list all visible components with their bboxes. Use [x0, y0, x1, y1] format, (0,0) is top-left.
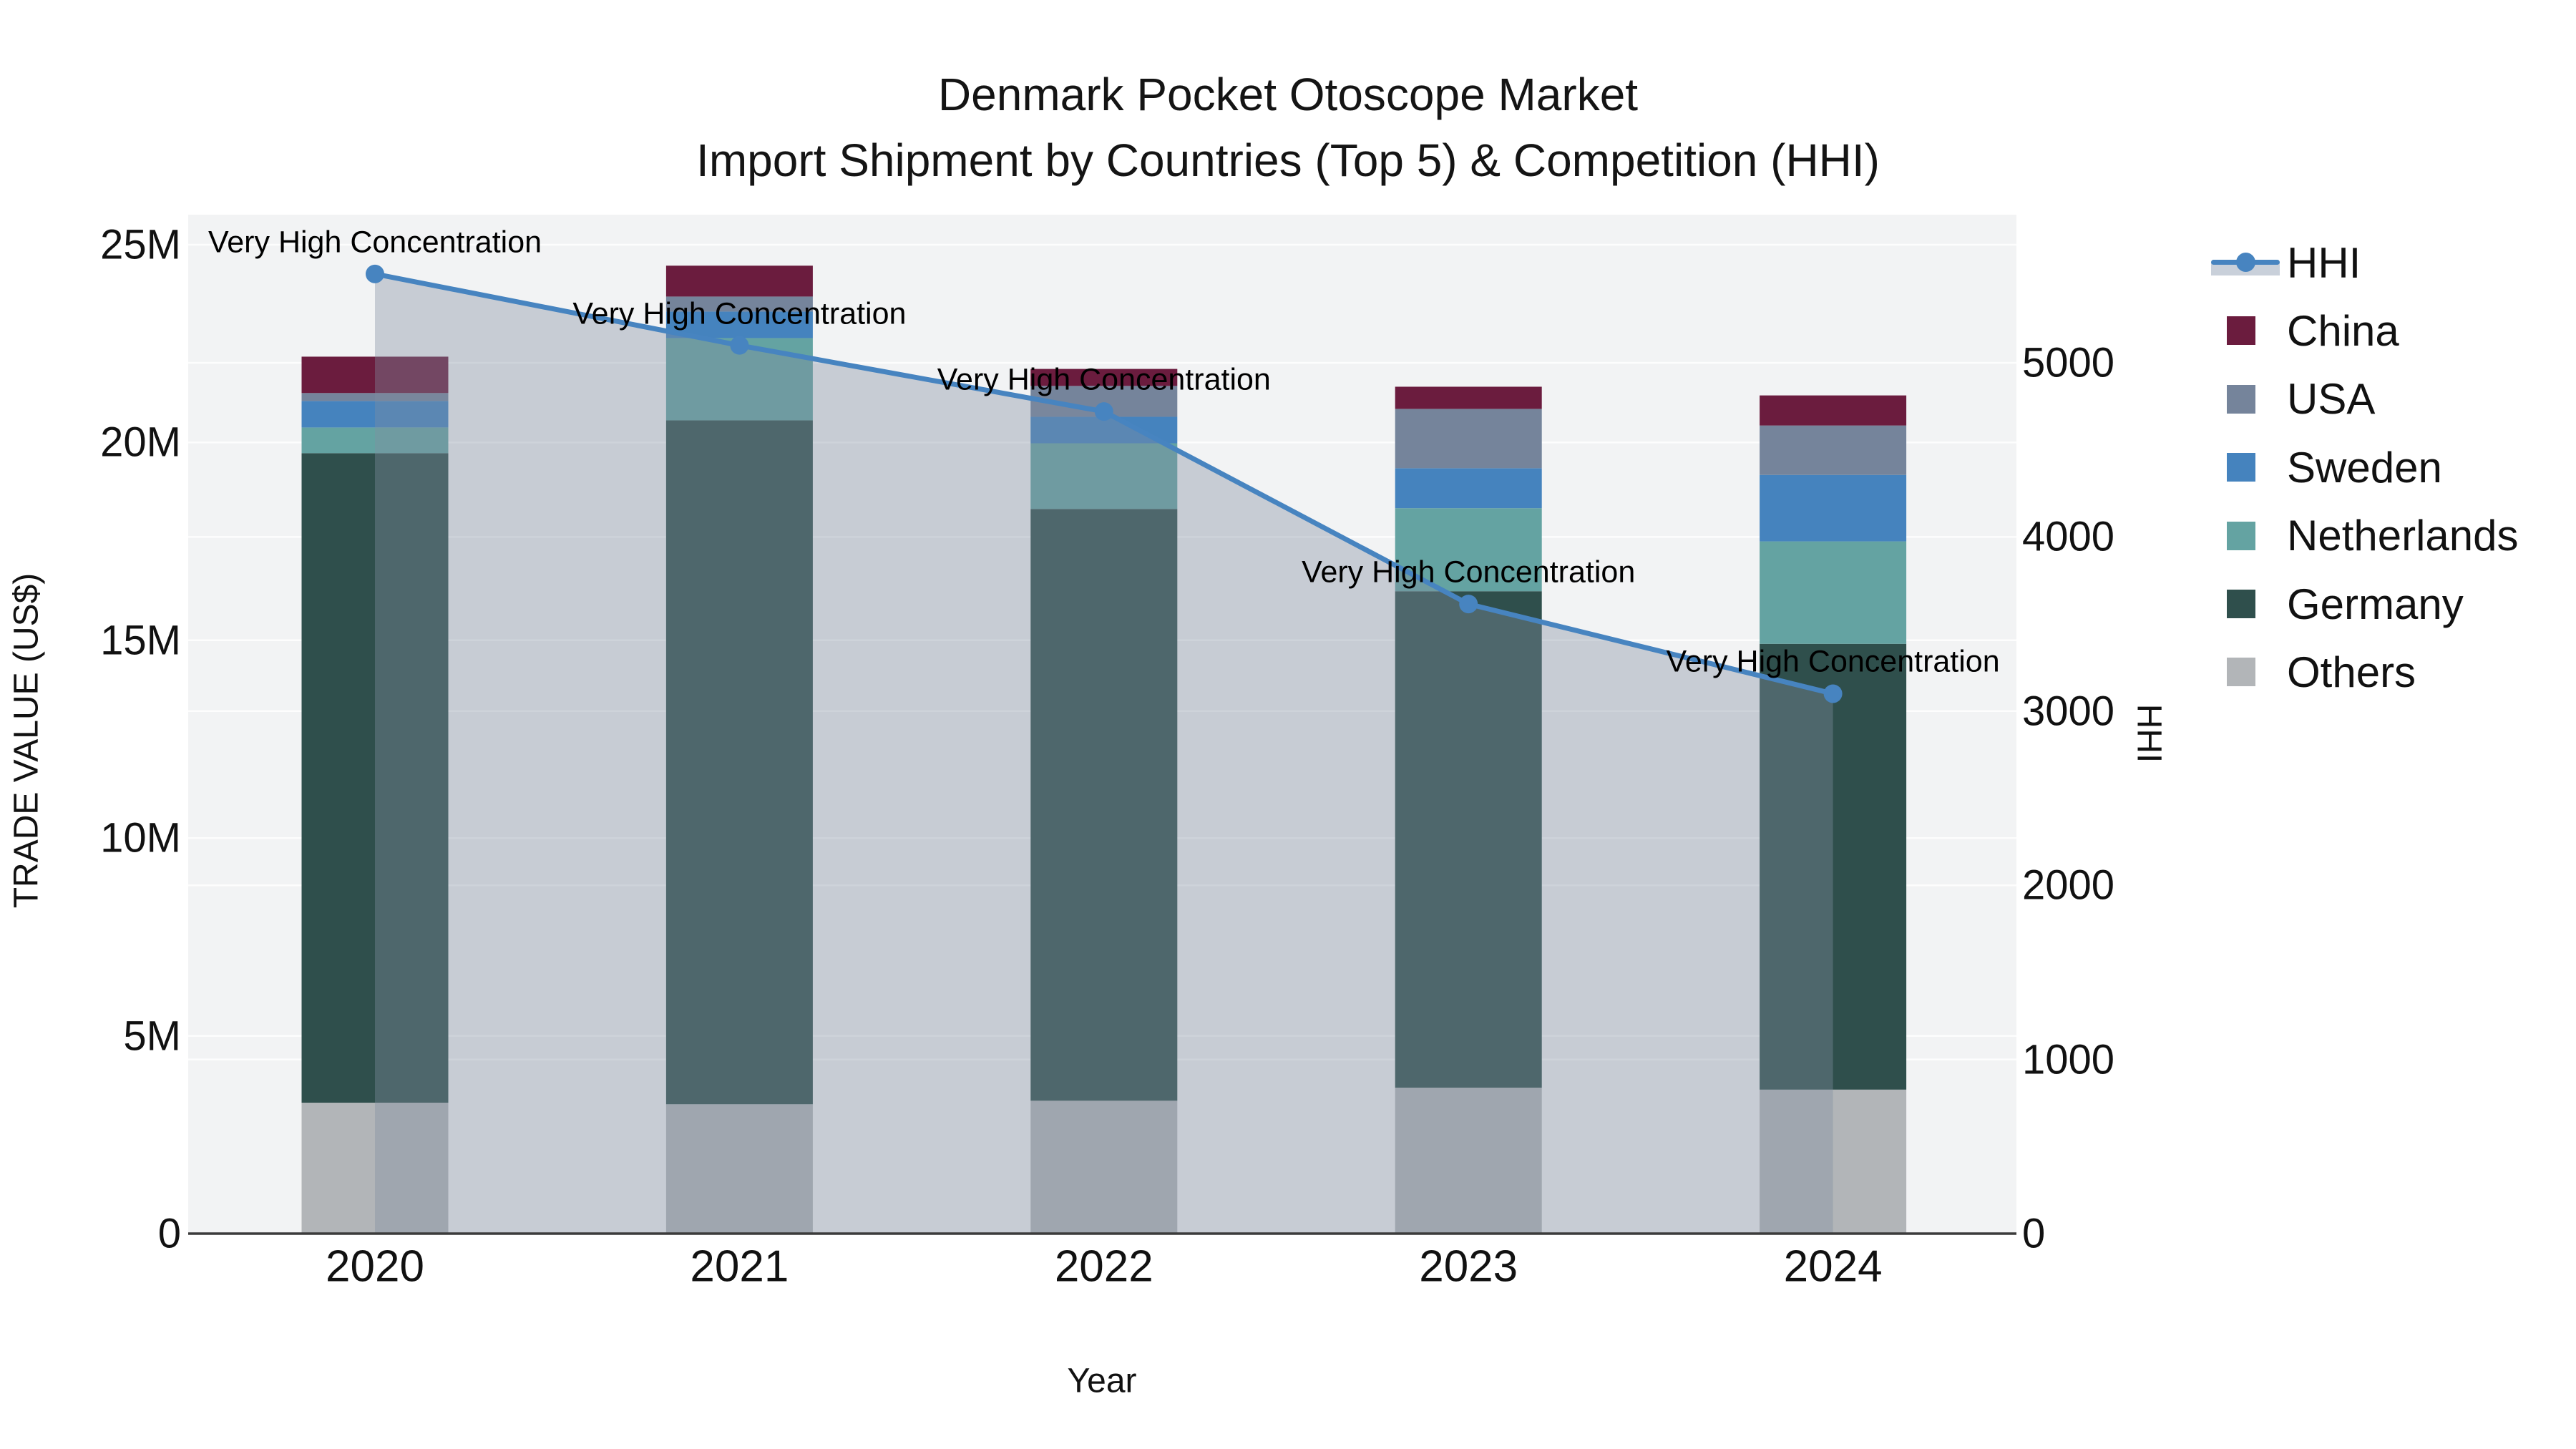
y-right-tick-4000: 4000 — [2022, 513, 2115, 560]
annotation-2024: Very High Concentration — [1666, 644, 2000, 679]
legend-label: Sweden — [2287, 443, 2442, 492]
y-axis-title-left: TRADE VALUE (US$) — [7, 572, 46, 909]
bar-segment-usa-2021[interactable] — [665, 296, 813, 312]
usa-swatch-icon — [2211, 378, 2280, 421]
color-swatch — [2227, 521, 2255, 550]
color-swatch — [2227, 453, 2255, 482]
bar-segment-usa-2023[interactable] — [1395, 409, 1542, 469]
hhi-marker-2024[interactable] — [1823, 684, 1843, 703]
y-axis-title-right: HHI — [2129, 703, 2168, 763]
bar-segment-others-2021[interactable] — [665, 1104, 813, 1234]
chart-title-line2: Import Shipment by Countries (Top 5) & C… — [696, 135, 1880, 186]
bar-segment-usa-2024[interactable] — [1760, 425, 1907, 475]
bar-segment-others-2020[interactable] — [301, 1103, 449, 1234]
legend-item-netherlands[interactable]: Netherlands — [2211, 502, 2519, 570]
bar-segment-germany-2024[interactable] — [1760, 643, 1907, 1090]
y-left-tick-25M: 25M — [100, 221, 181, 268]
legend-label: Netherlands — [2287, 512, 2519, 560]
bar-segment-netherlands-2022[interactable] — [1030, 443, 1178, 509]
x-axis-title: Year — [1067, 1362, 1137, 1400]
legend-item-germany[interactable]: Germany — [2211, 570, 2464, 638]
bar-segment-germany-2023[interactable] — [1395, 591, 1542, 1088]
bar-segment-usa-2020[interactable] — [301, 393, 449, 401]
y-right-tick-2000: 2000 — [2022, 862, 2115, 909]
bar-segment-china-2021[interactable] — [665, 265, 813, 297]
legend-label: USA — [2287, 375, 2376, 424]
legend-item-others[interactable]: Others — [2211, 638, 2416, 706]
annotation-2021: Very High Concentration — [572, 296, 907, 331]
x-tick-2024: 2024 — [1783, 1241, 1883, 1292]
x-tick-2020: 2020 — [326, 1241, 424, 1292]
legend-label: HHI — [2287, 238, 2361, 287]
hhi-marker-2022[interactable] — [1094, 402, 1113, 421]
china-swatch-icon — [2211, 309, 2280, 352]
x-tick-2022: 2022 — [1054, 1241, 1153, 1292]
bar-segment-netherlands-2020[interactable] — [301, 427, 449, 454]
color-swatch — [2227, 316, 2255, 346]
annotation-2022: Very High Concentration — [937, 362, 1271, 397]
bar-segment-china-2022[interactable] — [1030, 369, 1178, 386]
y-left-tick-5M: 5M — [123, 1013, 181, 1060]
color-swatch — [2227, 658, 2255, 687]
bar-segment-others-2022[interactable] — [1030, 1101, 1178, 1234]
bar-segment-others-2023[interactable] — [1395, 1088, 1542, 1234]
bar-segment-netherlands-2024[interactable] — [1760, 541, 1907, 644]
hhi-marker-sample — [2236, 253, 2255, 272]
y-right-tick-5000: 5000 — [2022, 339, 2115, 386]
y-left-tick-20M: 20M — [100, 419, 181, 466]
bar-segment-germany-2021[interactable] — [665, 420, 813, 1105]
chart-title: Denmark Pocket Otoscope Market Import Sh… — [0, 62, 2576, 193]
x-tick-2023: 2023 — [1419, 1241, 1518, 1292]
annotation-2020: Very High Concentration — [208, 225, 542, 260]
hhi-marker-2023[interactable] — [1459, 595, 1478, 614]
hhi-marker-2020[interactable] — [366, 264, 384, 283]
legend-item-china[interactable]: China — [2211, 296, 2399, 365]
hhi-marker-2021[interactable] — [730, 336, 749, 355]
legend-label: Others — [2287, 648, 2416, 696]
annotation-2023: Very High Concentration — [1302, 555, 1636, 590]
y-right-tick-0: 0 — [2022, 1210, 2046, 1257]
color-swatch — [2227, 384, 2255, 414]
x-tick-2021: 2021 — [690, 1241, 789, 1292]
hhi-line-legend-icon — [2211, 241, 2280, 284]
germany-swatch-icon — [2211, 582, 2280, 625]
bar-segment-germany-2022[interactable] — [1030, 509, 1178, 1101]
legend-item-usa[interactable]: USA — [2211, 365, 2375, 434]
sweden-swatch-icon — [2211, 446, 2280, 489]
color-swatch — [2227, 590, 2255, 618]
bar-segment-china-2020[interactable] — [301, 356, 449, 394]
y-left-tick-15M: 15M — [100, 617, 181, 664]
hhi-area-fill — [375, 273, 1833, 1234]
y-right-tick-3000: 3000 — [2022, 688, 2115, 735]
others-swatch-icon — [2211, 650, 2280, 693]
bar-segment-others-2024[interactable] — [1760, 1089, 1907, 1234]
legend-item-hhi[interactable]: HHI — [2211, 228, 2361, 297]
bar-segment-sweden-2024[interactable] — [1760, 474, 1907, 542]
y-left-tick-0: 0 — [157, 1210, 181, 1257]
y-left-tick-10M: 10M — [100, 814, 181, 862]
bar-segment-germany-2020[interactable] — [301, 453, 449, 1103]
chart-title-line1: Denmark Pocket Otoscope Market — [937, 69, 1639, 120]
legend-label: China — [2287, 306, 2399, 355]
bar-segment-china-2024[interactable] — [1760, 395, 1907, 426]
legend-item-sweden[interactable]: Sweden — [2211, 433, 2442, 502]
y-right-tick-1000: 1000 — [2022, 1036, 2115, 1083]
bar-segment-china-2023[interactable] — [1395, 386, 1542, 409]
bar-segment-sweden-2020[interactable] — [301, 401, 449, 428]
legend-label: Germany — [2287, 580, 2464, 628]
netherlands-swatch-icon — [2211, 514, 2280, 557]
bar-segment-sweden-2023[interactable] — [1395, 468, 1542, 509]
